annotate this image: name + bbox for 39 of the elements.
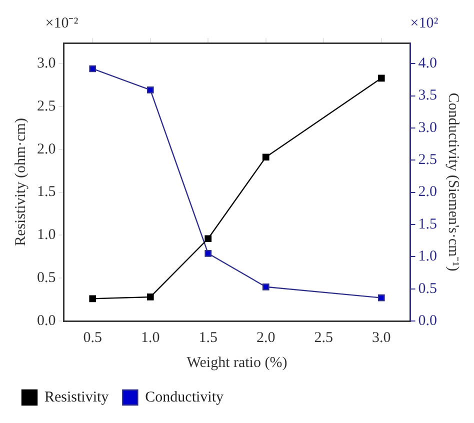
y2-tick-label: 0.0 bbox=[418, 312, 437, 329]
point bbox=[262, 154, 270, 161]
x-tick-label: 1.5 bbox=[198, 330, 218, 346]
y2-axis-title: Conductivity (Siemen's·cm⁻¹) bbox=[445, 92, 462, 272]
legend-label: Resistivity bbox=[44, 389, 110, 406]
point bbox=[378, 74, 385, 82]
y-tick-label: 1.5 bbox=[37, 184, 56, 200]
text: ×10⁻² bbox=[45, 15, 79, 32]
point bbox=[89, 295, 96, 302]
y2-tick-label: 3.5 bbox=[418, 88, 437, 104]
y2-tick-label: 3.0 bbox=[418, 120, 437, 136]
x-tick-label: 2.0 bbox=[256, 330, 276, 346]
y-tick-label: 1.0 bbox=[37, 227, 56, 244]
legend-label: Conductivity bbox=[145, 389, 224, 406]
y2-tick-label: 1.0 bbox=[418, 248, 437, 265]
y-tick-label: 0.5 bbox=[37, 270, 56, 286]
y2-tick-label: 4.0 bbox=[418, 56, 437, 72]
point bbox=[89, 65, 96, 72]
point bbox=[204, 250, 212, 257]
y2-tick-label: 1.5 bbox=[418, 216, 437, 232]
y2-tick-label: 0.5 bbox=[418, 280, 437, 297]
x-tick-label: 1.0 bbox=[141, 330, 160, 346]
point bbox=[378, 294, 385, 302]
y-tick-label: 3.0 bbox=[37, 56, 56, 72]
point bbox=[146, 294, 154, 300]
x-tick-label: 2.5 bbox=[314, 330, 333, 346]
y-tick-label: 2.0 bbox=[37, 141, 56, 158]
y-tick-label: 2.5 bbox=[37, 98, 56, 114]
point bbox=[146, 86, 154, 94]
text: ×10² bbox=[410, 15, 439, 32]
y2-tick-label: 2.0 bbox=[418, 184, 437, 200]
x-tick-label: 3.0 bbox=[372, 330, 391, 346]
y2-tick-label: 2.5 bbox=[418, 152, 437, 168]
y-axis-title: Resistivity (ohm·cm) bbox=[12, 118, 29, 246]
x-axis-title: Weight ratio (%) bbox=[186, 354, 288, 371]
point bbox=[262, 283, 270, 290]
point bbox=[204, 235, 212, 242]
x-tick-label: 0.5 bbox=[83, 330, 102, 346]
y-tick-label: 0.0 bbox=[37, 312, 56, 329]
